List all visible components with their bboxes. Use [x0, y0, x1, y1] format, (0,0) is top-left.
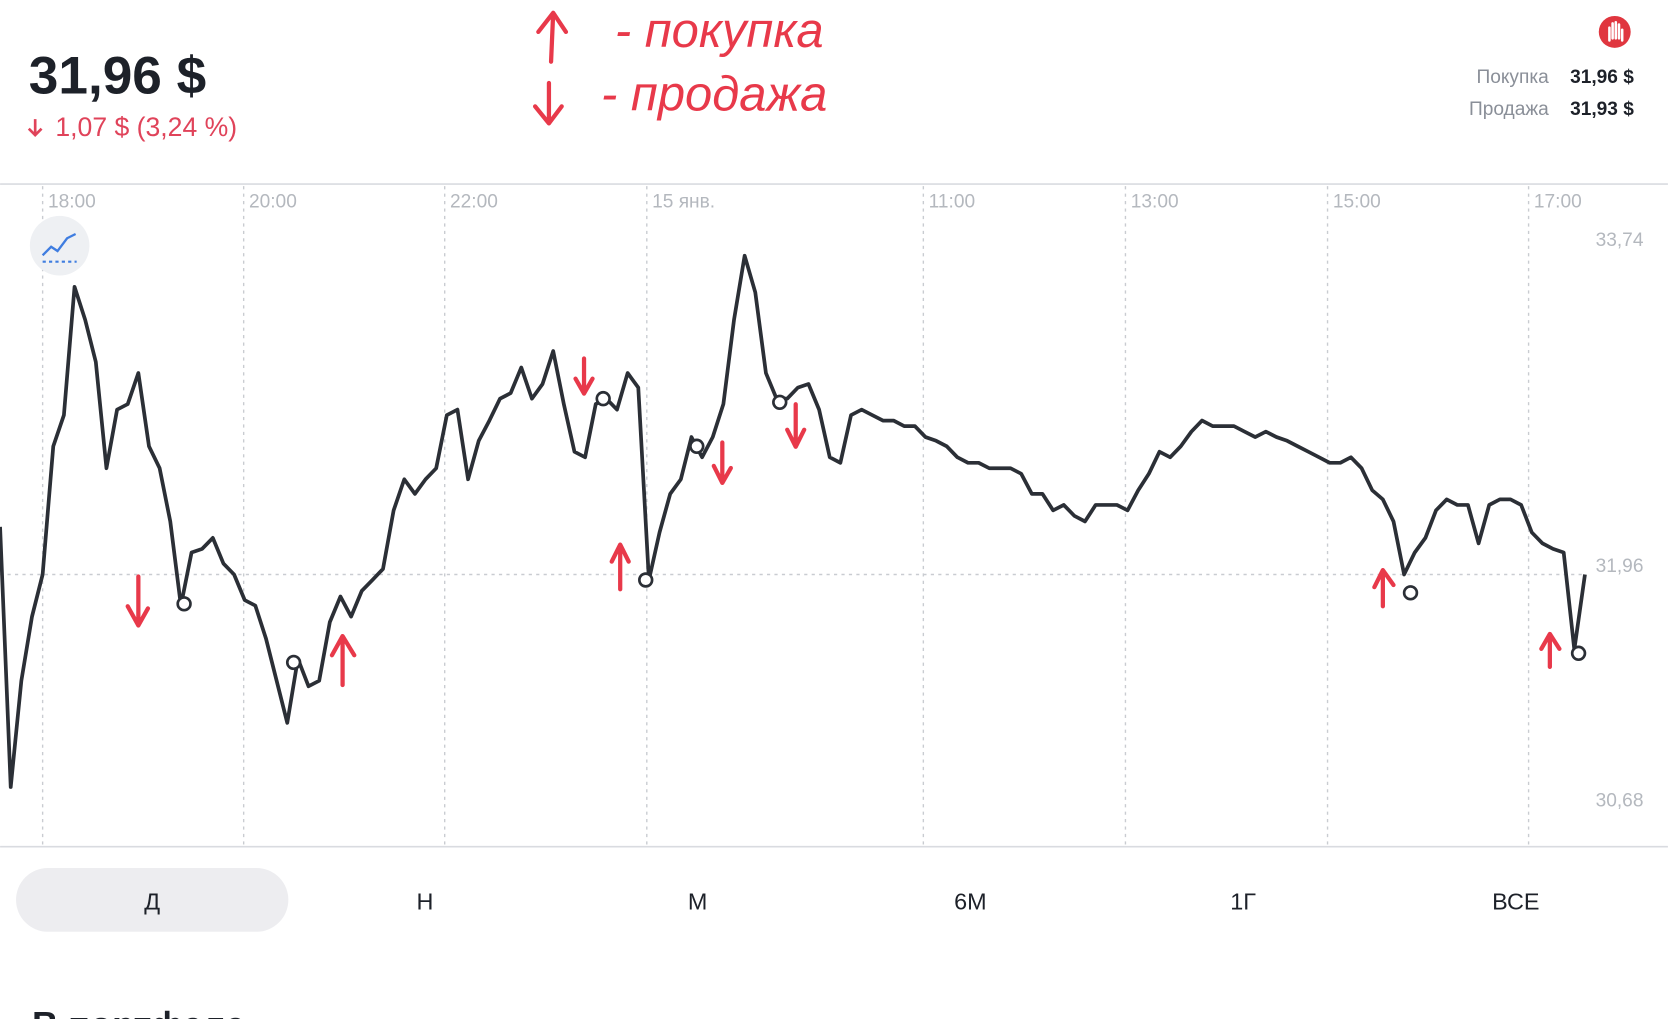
hand-glyph	[1608, 21, 1624, 42]
trade-marker	[176, 596, 192, 612]
buy-arrow	[609, 542, 631, 592]
price: 31,96 $	[29, 47, 206, 106]
y-tick-label: 31,96	[1596, 556, 1644, 577]
legend-down-arrow	[532, 80, 564, 126]
buy-arrow	[1539, 631, 1562, 670]
y-tick-label: 30,68	[1596, 791, 1644, 812]
x-tick-label: 22:00	[450, 191, 498, 212]
x-tick-label: 18:00	[48, 191, 96, 212]
legend-sell: - продажа	[601, 68, 827, 122]
x-tick-label: 20:00	[249, 191, 297, 212]
period-tab[interactable]: М	[688, 888, 708, 914]
price-line-series	[0, 253, 1587, 789]
period-tab[interactable]: 6М	[954, 888, 986, 914]
sell-arrow	[711, 440, 733, 486]
x-tick-label: 13:00	[1131, 191, 1179, 212]
trade-marker	[595, 390, 611, 407]
sell-arrow	[573, 356, 595, 396]
quote-label: Покупка	[1476, 67, 1549, 88]
period-active[interactable]	[16, 867, 289, 932]
y-tick-label: 33,74	[1596, 230, 1644, 251]
chart: 18:00 20:00 22:00 15 янв. 11:00 13:00 15:00 17:…	[0, 186, 1644, 846]
period-tab[interactable]: Н	[416, 888, 433, 914]
price-change: 1,07 $ (3,24 %)	[55, 112, 237, 142]
x-tick-label: 15:00	[1333, 191, 1381, 212]
trade-marker	[772, 394, 788, 411]
quote-label: Продажа	[1469, 99, 1549, 120]
section-title: В портфеле	[32, 1004, 245, 1019]
indicator-glyph	[41, 232, 77, 257]
buy-arrow	[329, 633, 357, 688]
period-tab[interactable]: ВСЕ	[1492, 888, 1539, 914]
x-tick-label: 15 янв.	[652, 191, 715, 212]
period-tabs: Д Н М 6М 1Г ВСЕ	[144, 888, 1539, 914]
sell-arrow	[785, 402, 807, 449]
legend-up-arrow	[536, 10, 569, 64]
sell-arrow	[125, 574, 151, 628]
quote-value: 31,93 $	[1570, 99, 1634, 120]
down-icon	[27, 119, 43, 137]
period-tab[interactable]: 1Г	[1230, 888, 1256, 914]
x-tick-label: 17:00	[1534, 191, 1582, 212]
period-tab[interactable]: Д	[144, 888, 160, 914]
quote-value: 31,96 $	[1570, 67, 1634, 88]
x-tick-label: 11:00	[929, 191, 975, 212]
trade-marker	[1402, 585, 1419, 601]
legend-buy: - покупка	[615, 4, 824, 58]
trade-marker	[638, 572, 654, 588]
trade-marker	[1570, 645, 1587, 661]
trade-marker	[689, 438, 705, 454]
buy-arrow	[1372, 568, 1396, 609]
indicator-button[interactable]	[29, 215, 90, 276]
trade-marker	[285, 654, 302, 671]
